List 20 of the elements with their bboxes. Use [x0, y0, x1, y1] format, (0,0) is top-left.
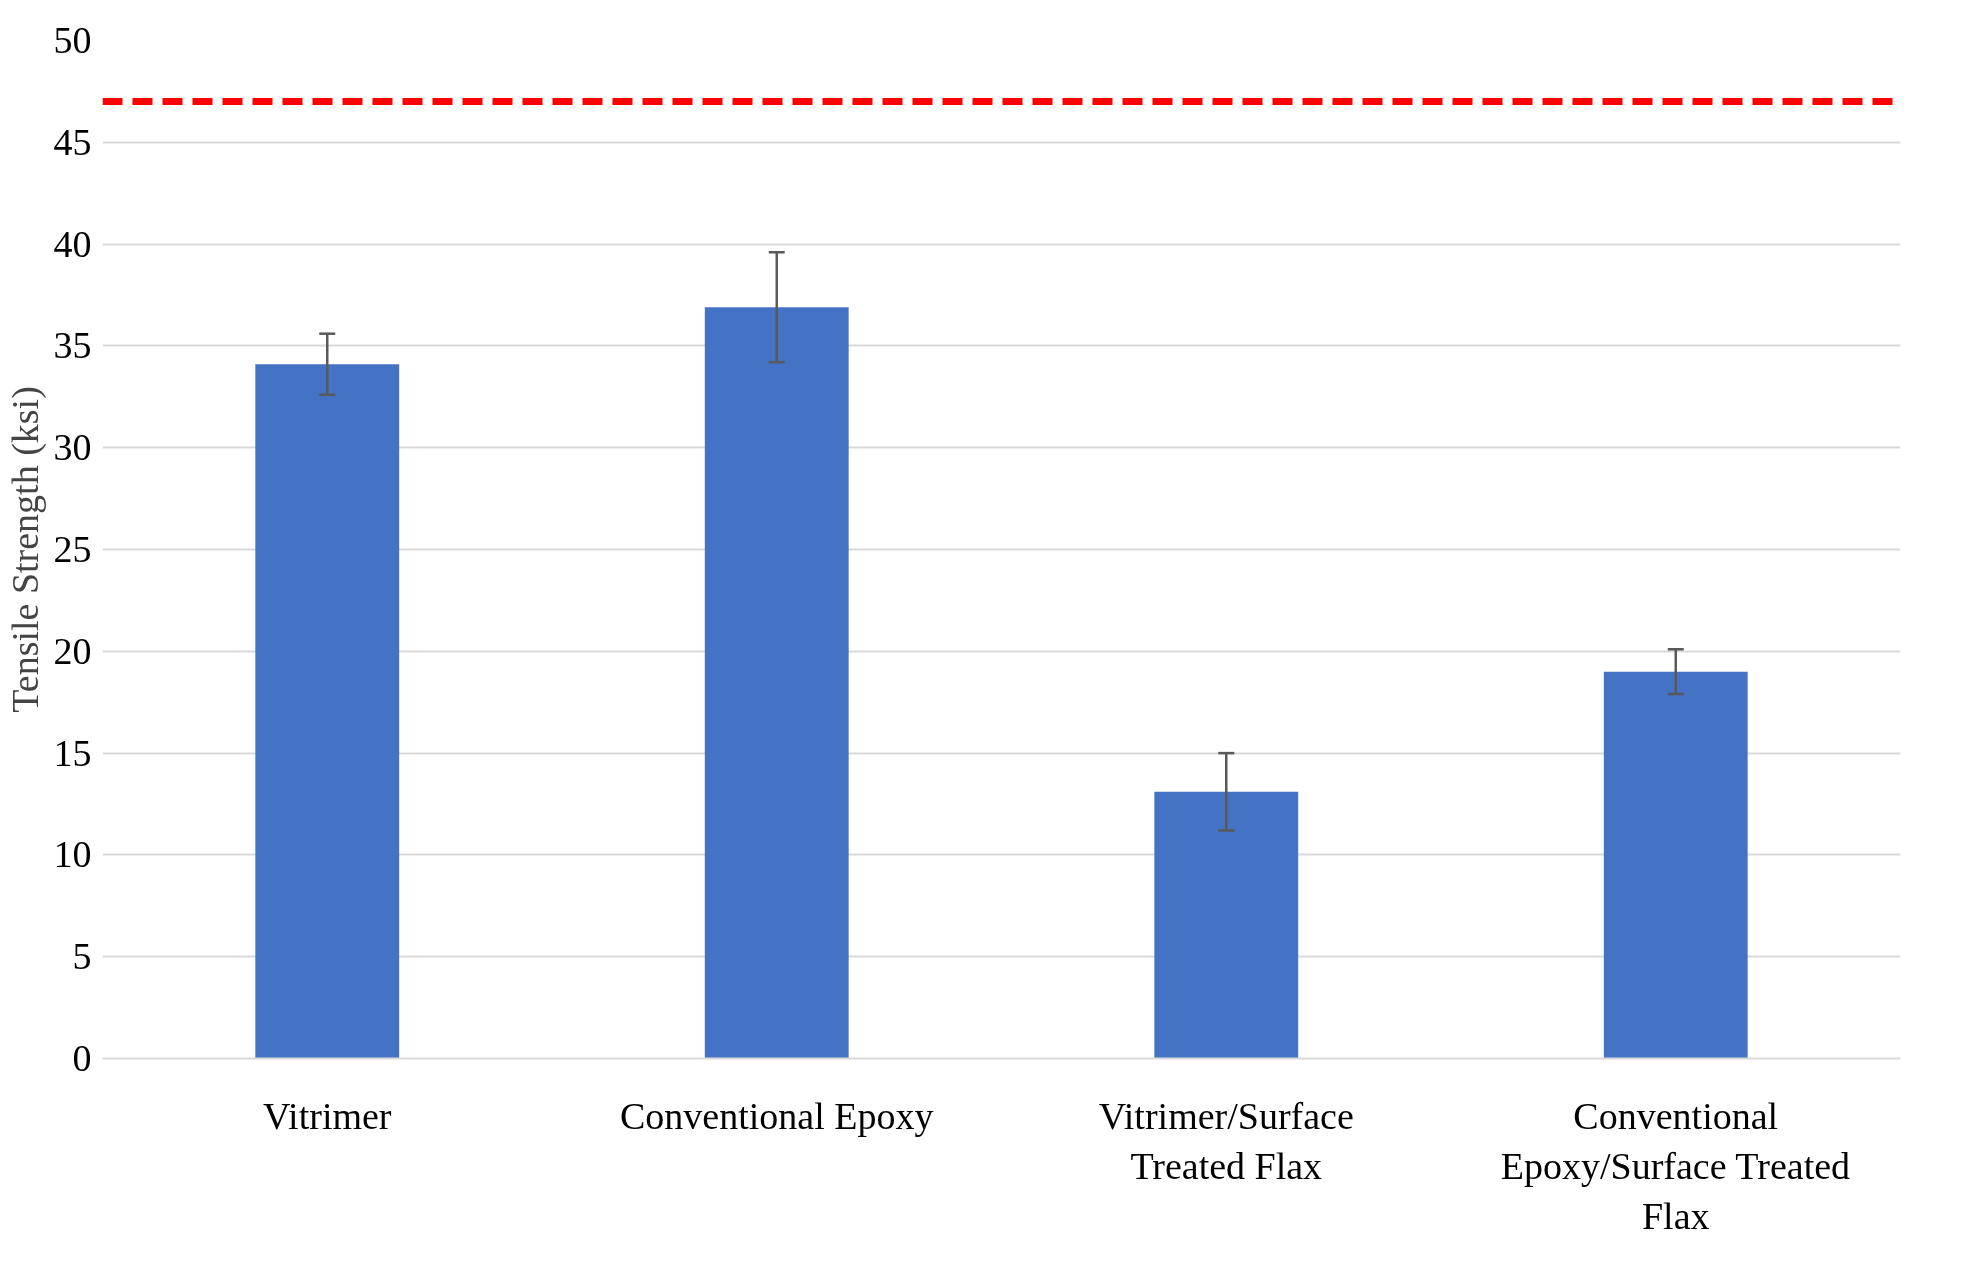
y-tick-label: 25 [53, 528, 92, 570]
y-tick-label: 45 [53, 120, 92, 163]
x-tick-label: Conventional Epoxy/Surface Treated Flax [1500, 1094, 1851, 1238]
y-tick-label: 35 [53, 324, 92, 367]
x-tick-label: Vitrimer/Surface Treated Flax [1098, 1094, 1354, 1187]
y-tick-label: 5 [72, 935, 92, 978]
y-tick-label: 30 [53, 426, 92, 469]
bar [255, 364, 400, 1059]
y-tick-label: 40 [53, 222, 92, 265]
y-tick-label: 50 [53, 19, 92, 61]
y-tick-label: 20 [53, 629, 92, 672]
bar [1154, 791, 1299, 1059]
bar [704, 307, 849, 1059]
x-tick-label: Conventional Epoxy [620, 1094, 934, 1137]
y-tick-label: 10 [53, 833, 92, 876]
y-axis-title: Tensile Strength (ksi) [3, 386, 47, 713]
x-tick-label: Vitrimer [262, 1094, 392, 1137]
y-tick-label: 0 [72, 1037, 92, 1079]
bar [1603, 671, 1748, 1059]
y-tick-label: 15 [53, 731, 92, 774]
